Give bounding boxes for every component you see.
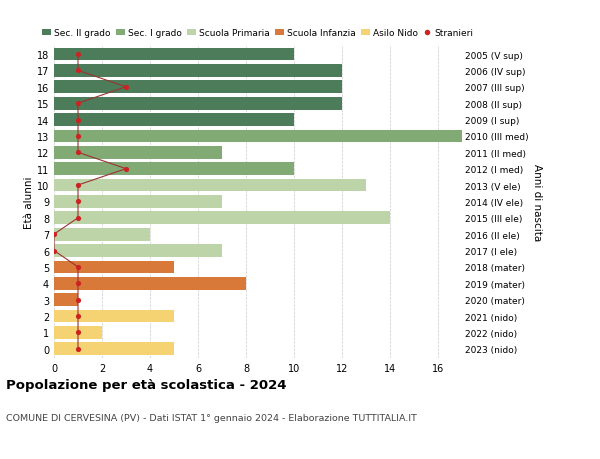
Bar [54, 212, 390, 224]
Text: COMUNE DI CERVESINA (PV) - Dati ISTAT 1° gennaio 2024 - Elaborazione TUTTITALIA.: COMUNE DI CERVESINA (PV) - Dati ISTAT 1°… [6, 413, 417, 422]
Point [73, 329, 83, 336]
Bar [54, 245, 222, 257]
Point [73, 345, 83, 353]
Bar [54, 277, 246, 290]
Point [49, 231, 59, 238]
Bar [54, 65, 342, 78]
Point [121, 166, 131, 173]
Bar [54, 114, 294, 127]
Point [73, 149, 83, 157]
Bar [54, 343, 174, 355]
Y-axis label: Anni di nascita: Anni di nascita [532, 163, 542, 241]
Bar [54, 49, 294, 61]
Bar [54, 310, 174, 323]
Point [73, 198, 83, 206]
Bar [54, 196, 222, 208]
Point [73, 133, 83, 140]
Bar [54, 294, 78, 306]
Bar [54, 326, 102, 339]
Point [121, 84, 131, 91]
Point [73, 263, 83, 271]
Bar [54, 146, 222, 159]
Y-axis label: Età alunni: Età alunni [24, 176, 34, 228]
Legend: Sec. II grado, Sec. I grado, Scuola Primaria, Scuola Infanzia, Asilo Nido, Stran: Sec. II grado, Sec. I grado, Scuola Prim… [43, 29, 473, 38]
Bar [54, 163, 294, 176]
Bar [54, 98, 342, 110]
Point [73, 51, 83, 59]
Point [73, 182, 83, 189]
Point [73, 215, 83, 222]
Point [73, 313, 83, 320]
Bar [54, 130, 462, 143]
Bar [54, 179, 366, 192]
Bar [54, 228, 150, 241]
Point [49, 247, 59, 255]
Bar [54, 261, 174, 274]
Point [73, 67, 83, 75]
Point [73, 297, 83, 304]
Bar [54, 81, 342, 94]
Point [73, 100, 83, 107]
Point [73, 280, 83, 287]
Point [73, 117, 83, 124]
Text: Popolazione per età scolastica - 2024: Popolazione per età scolastica - 2024 [6, 379, 287, 392]
